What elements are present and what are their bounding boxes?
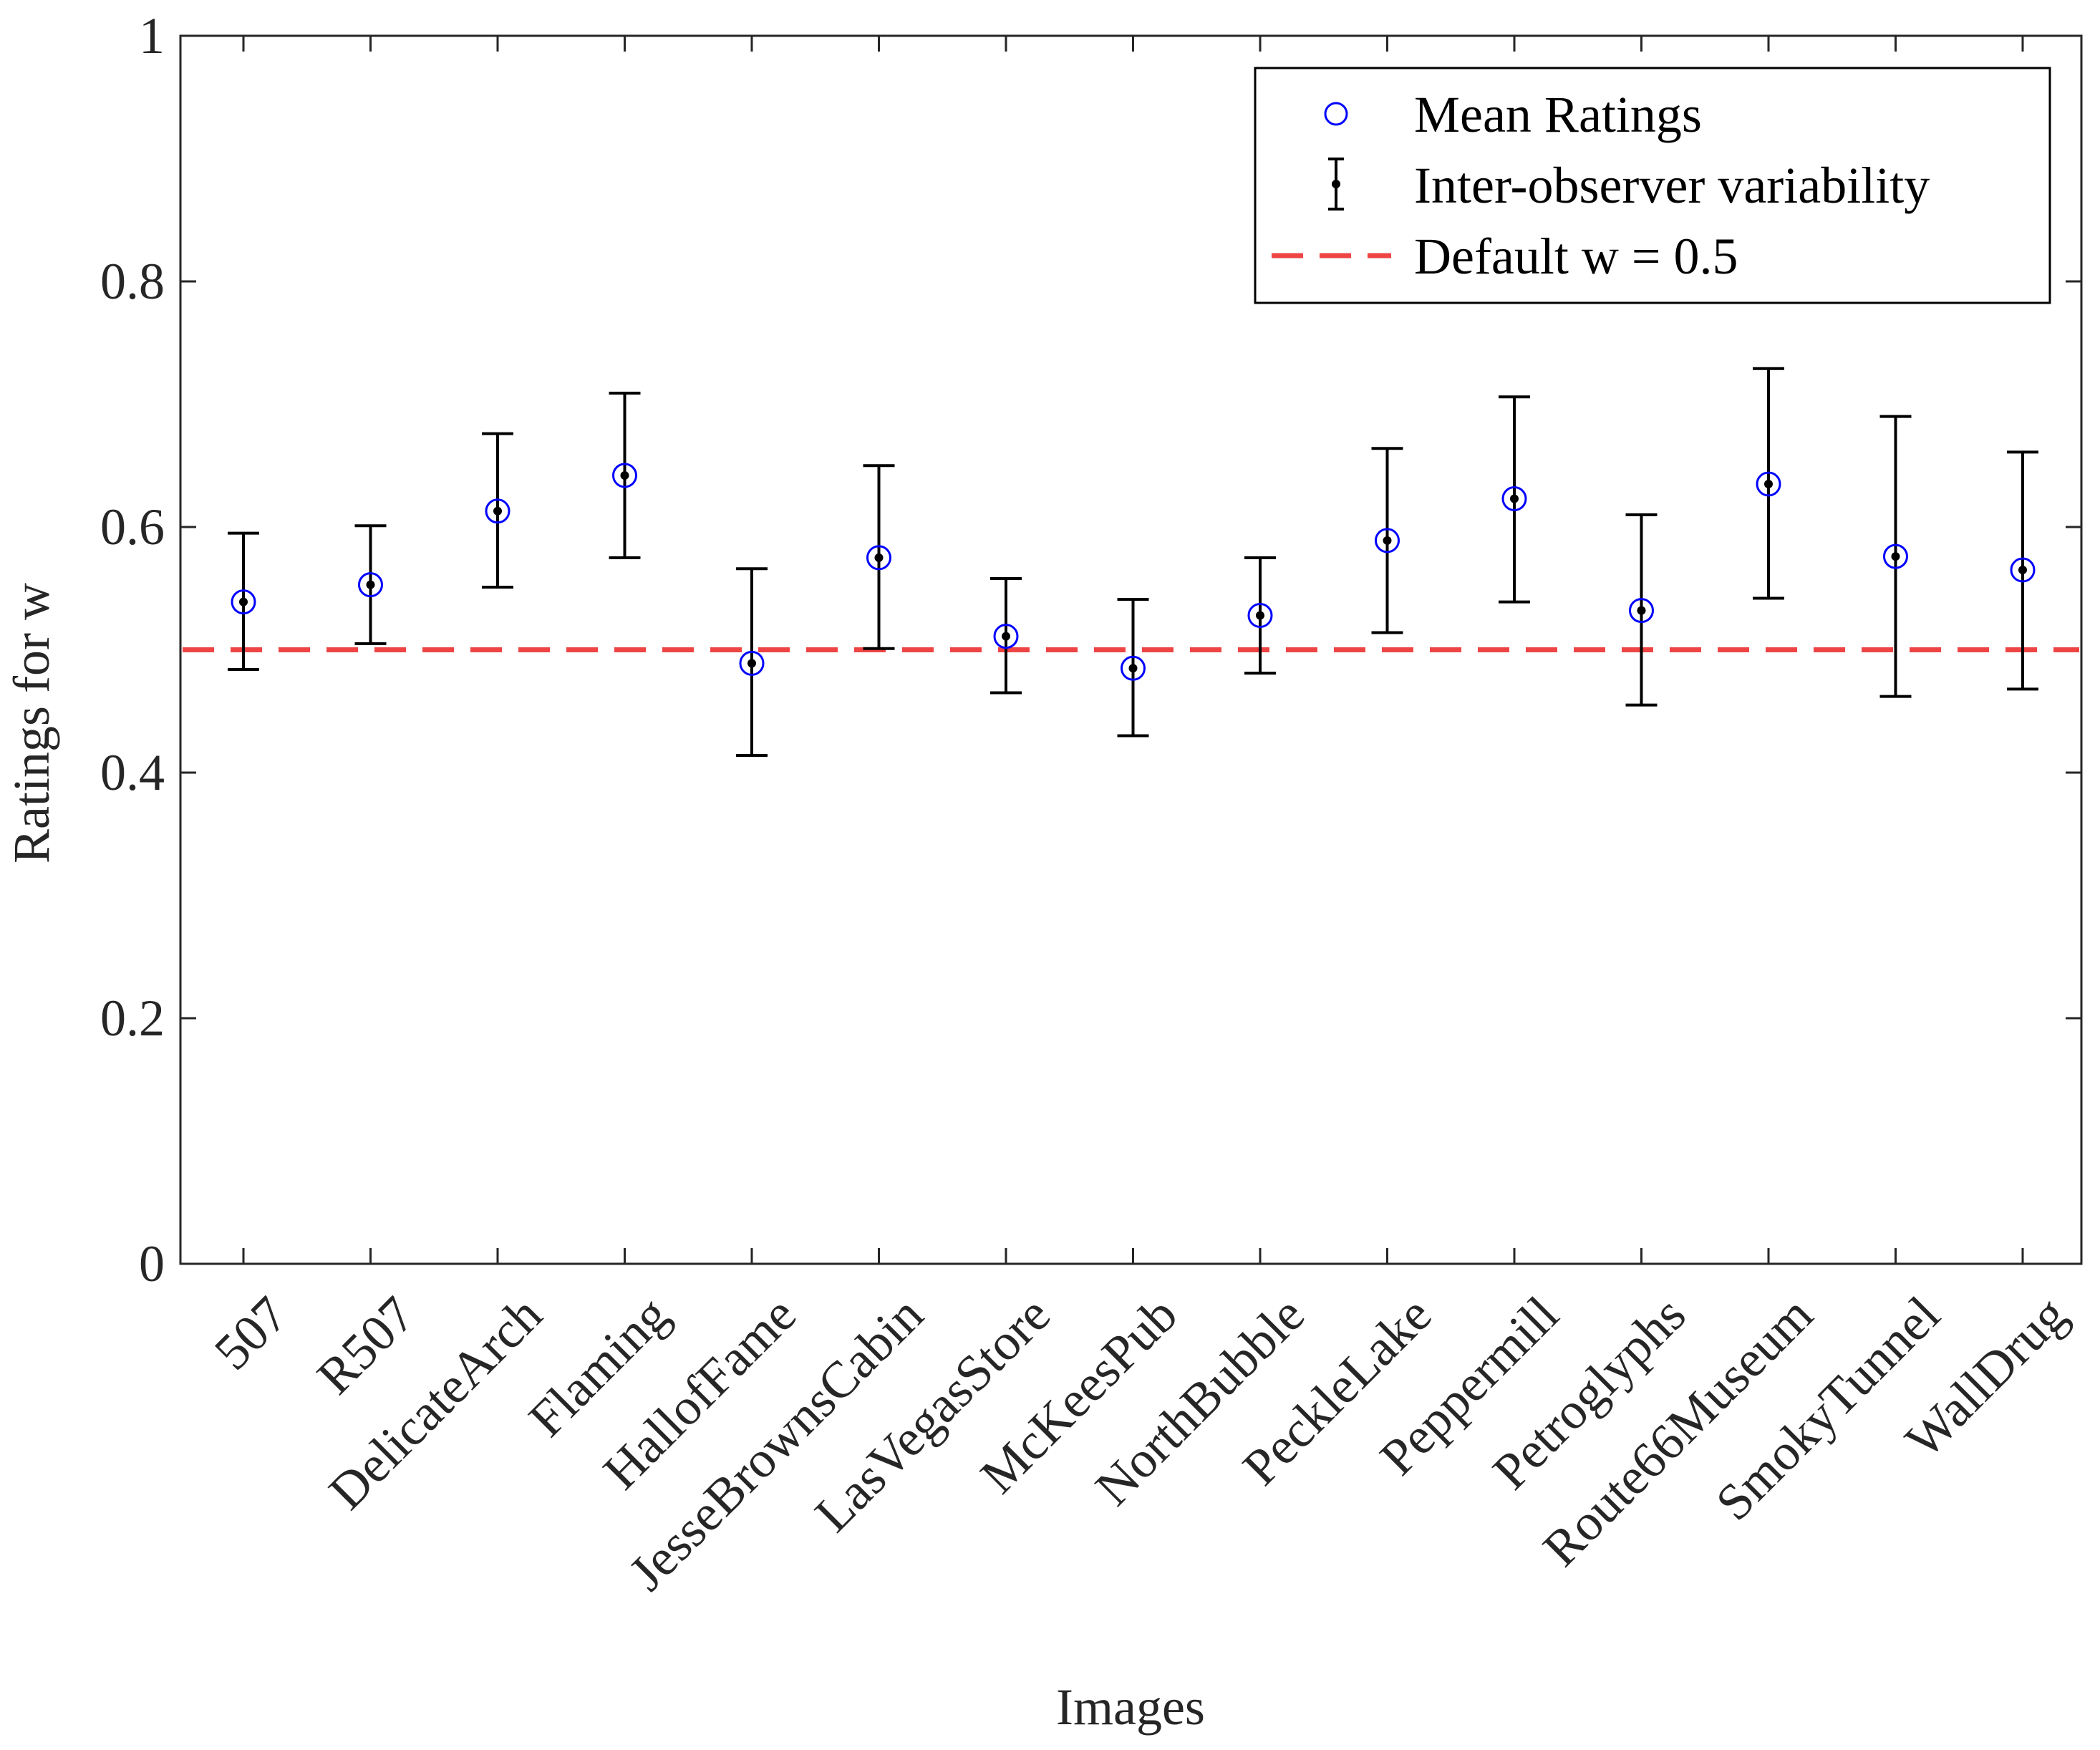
x-tick-label-group: 507 R507DelicateArchFlamingHallofFameJess… <box>203 1285 2078 1601</box>
mean-center-dot <box>1256 611 1264 620</box>
mean-marker-group <box>231 463 2036 681</box>
legend: Mean Ratings Inter-observer variability … <box>1254 67 2051 304</box>
mean-center-dot <box>1891 552 1900 561</box>
mean-marker <box>2010 557 2036 583</box>
mean-marker <box>1756 471 1781 497</box>
y-tick-label: 0 <box>139 1235 165 1292</box>
mean-marker <box>866 545 891 571</box>
x-axis-title: Images <box>1056 1678 1205 1736</box>
y-tick-label: 0.6 <box>100 498 165 556</box>
mean-center-dot <box>2018 566 2027 575</box>
mean-marker <box>1247 602 1273 628</box>
x-tick-label: 507 <box>203 1285 299 1381</box>
mean-center-dot <box>1128 664 1138 673</box>
y-tick-label: 1 <box>139 7 165 64</box>
mean-center-dot <box>874 553 884 562</box>
mean-center-dot <box>1637 606 1646 615</box>
mean-center-dot <box>239 597 248 606</box>
legend-label-refline: Default w = 0.5 <box>1414 228 1738 285</box>
mean-center-dot <box>366 580 375 589</box>
mean-center-dot <box>1764 479 1773 488</box>
y-tick-label: 0.4 <box>100 744 165 801</box>
mean-center-dot <box>1002 632 1010 641</box>
mean-marker <box>1375 528 1400 553</box>
mean-marker <box>1121 655 1146 681</box>
y-tick-label: 0.8 <box>100 253 165 310</box>
mean-marker <box>231 589 256 615</box>
mean-marker <box>1501 486 1527 512</box>
legend-errorbar-marker <box>1328 158 1344 211</box>
y-tick-label: 0.2 <box>100 990 165 1047</box>
legend-label-mean: Mean Ratings <box>1414 86 1702 143</box>
y-axis-ticks: 0 0.2 0.4 0.6 0.8 1 <box>100 7 2081 1292</box>
mean-center-dot <box>1383 536 1392 545</box>
mean-center-dot <box>1510 494 1519 503</box>
y-axis-title: Ratings for w <box>3 583 60 864</box>
mean-marker <box>485 498 511 524</box>
legend-label-errorbar: Inter-observer variability <box>1414 157 1930 214</box>
mean-center-dot <box>493 506 502 516</box>
mean-marker <box>1883 543 1908 569</box>
mean-marker <box>739 650 765 676</box>
x-axis-ticks <box>242 36 2024 1264</box>
legend-mean-marker <box>1324 102 1348 126</box>
mean-center-dot <box>747 659 756 668</box>
mean-marker <box>358 572 383 598</box>
x-tick-label: R507 <box>306 1285 426 1405</box>
mean-center-dot <box>620 470 629 480</box>
mean-marker <box>993 624 1019 649</box>
mean-marker <box>1629 598 1654 624</box>
mean-marker <box>612 463 637 488</box>
legend-box <box>1254 67 2051 304</box>
